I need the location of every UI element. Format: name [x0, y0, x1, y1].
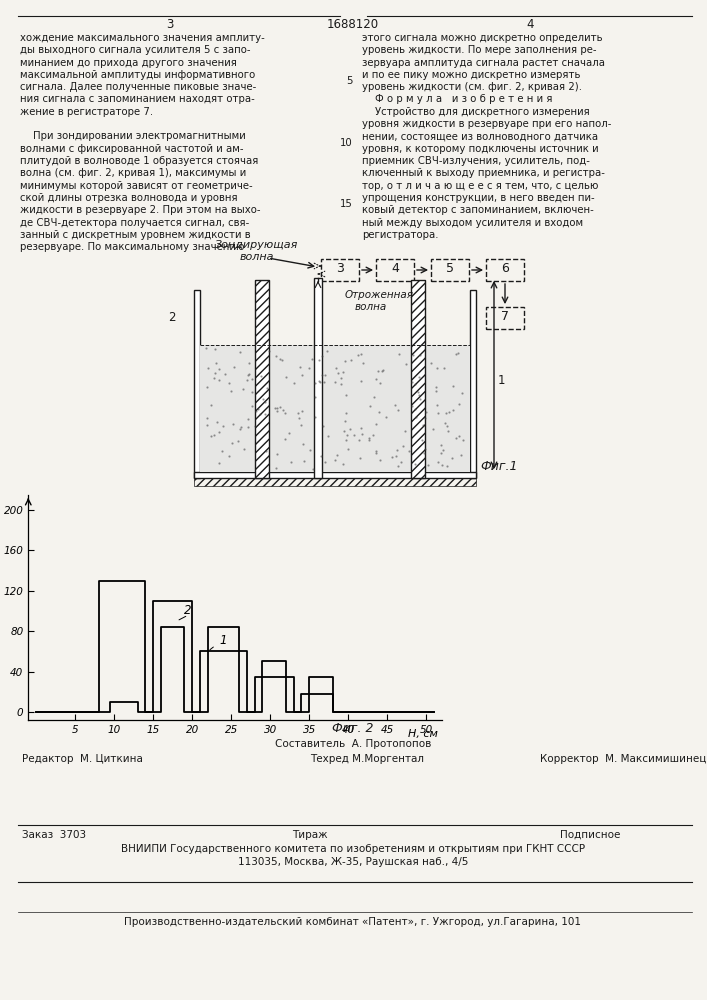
- Text: 1688120: 1688120: [327, 18, 379, 31]
- Bar: [376, 259, 414, 281]
- Text: ковый детектор с запоминанием, включен-: ковый детектор с запоминанием, включен-: [362, 205, 594, 215]
- Text: тор, о т л и ч а ю щ е е с я тем, что, с целью: тор, о т л и ч а ю щ е е с я тем, что, с…: [362, 181, 598, 191]
- Bar: [411, 280, 425, 478]
- Text: волна: волна: [240, 252, 274, 262]
- Text: зервуара амплитуда сигнала растет сначала: зервуара амплитуда сигнала растет сначал…: [362, 58, 605, 68]
- Bar: [200, 345, 470, 472]
- Text: минанием до прихода другого значения: минанием до прихода другого значения: [20, 58, 237, 68]
- Text: жение в регистраторе 7.: жение в регистраторе 7.: [20, 107, 153, 117]
- Text: H, см: H, см: [408, 729, 438, 739]
- Text: волна (см. фиг. 2, кривая 1), максимумы и: волна (см. фиг. 2, кривая 1), максимумы …: [20, 168, 246, 178]
- Text: регистратора.: регистратора.: [362, 230, 438, 240]
- Text: 10: 10: [340, 138, 353, 148]
- Text: При зондировании электромагнитными: При зондировании электромагнитными: [20, 131, 246, 141]
- Text: Корректор  М. Максимишинец: Корректор М. Максимишинец: [540, 754, 706, 764]
- Text: Тираж: Тираж: [292, 830, 328, 840]
- Text: жидкости в резервуаре 2. При этом на выхо-: жидкости в резервуаре 2. При этом на вых…: [20, 205, 260, 215]
- Bar: [255, 280, 269, 478]
- Text: 4: 4: [526, 18, 534, 31]
- Bar: [194, 472, 476, 478]
- Bar: [194, 290, 200, 478]
- Text: 15: 15: [340, 199, 353, 209]
- Text: 5: 5: [346, 76, 353, 86]
- Text: ключенный к выходу приемника, и регистра-: ключенный к выходу приемника, и регистра…: [362, 168, 605, 178]
- Text: нении, состоящее из волноводного датчика: нении, состоящее из волноводного датчика: [362, 131, 598, 141]
- Text: 113035, Москва, Ж-35, Раушская наб., 4/5: 113035, Москва, Ж-35, Раушская наб., 4/5: [238, 857, 468, 867]
- Text: 3: 3: [166, 18, 174, 31]
- Text: Устройство для дискретного измерения: Устройство для дискретного измерения: [362, 107, 590, 117]
- Text: 7: 7: [501, 310, 509, 324]
- Text: Редактор  М. Циткина: Редактор М. Циткина: [22, 754, 143, 764]
- Text: ния сигнала с запоминанием находят отра-: ния сигнала с запоминанием находят отра-: [20, 95, 255, 104]
- Text: Производственно-издательский комбинат «Патент», г. Ужгород, ул.Гагарина, 101: Производственно-издательский комбинат «П…: [124, 917, 581, 927]
- Text: ской длины отрезка волновода и уровня: ской длины отрезка волновода и уровня: [20, 193, 238, 203]
- Bar: [314, 278, 322, 478]
- Text: волна: волна: [355, 302, 387, 312]
- Bar: [255, 280, 269, 478]
- Text: 1: 1: [219, 634, 227, 647]
- Text: уровень жидкости (см. фиг. 2, кривая 2).: уровень жидкости (см. фиг. 2, кривая 2).: [362, 82, 582, 92]
- Bar: [431, 259, 469, 281]
- Text: максимальной амплитуды информативного: максимальной амплитуды информативного: [20, 70, 255, 80]
- Bar: [486, 259, 524, 281]
- Text: Отроженная: Отроженная: [345, 290, 414, 300]
- Y-axis label: ΔU, мВ: ΔU, мВ: [0, 588, 2, 627]
- Text: ный между выходом усилителя и входом: ный между выходом усилителя и входом: [362, 218, 583, 228]
- Text: уровня, к которому подключены источник и: уровня, к которому подключены источник и: [362, 144, 599, 154]
- Text: 6: 6: [501, 262, 509, 275]
- Text: плитудой в волноводе 1 образуется стоячая: плитудой в волноводе 1 образуется стояча…: [20, 156, 258, 166]
- Text: 2: 2: [168, 311, 176, 324]
- Text: занный с дискретным уровнем жидкости в: занный с дискретным уровнем жидкости в: [20, 230, 250, 240]
- Text: сигнала. Далее полученные пиковые значе-: сигнала. Далее полученные пиковые значе-: [20, 82, 256, 92]
- Text: упрощения конструкции, в него введен пи-: упрощения конструкции, в него введен пи-: [362, 193, 595, 203]
- Bar: [194, 478, 476, 486]
- Text: 3: 3: [336, 262, 344, 275]
- Text: Составитель  А. Протопопов: Составитель А. Протопопов: [275, 739, 431, 749]
- Text: Подписное: Подписное: [560, 830, 620, 840]
- Text: 5: 5: [446, 262, 454, 275]
- Bar: [411, 280, 425, 478]
- Text: минимумы которой зависят от геометриче-: минимумы которой зависят от геометриче-: [20, 181, 252, 191]
- Text: 2: 2: [185, 604, 192, 617]
- Text: приемник СВЧ-излучения, усилитель, под-: приемник СВЧ-излучения, усилитель, под-: [362, 156, 590, 166]
- Text: 1: 1: [498, 374, 506, 387]
- Bar: [321, 259, 359, 281]
- Bar: [470, 290, 476, 478]
- Text: Зондирующая: Зондирующая: [215, 240, 298, 250]
- Text: уровня жидкости в резервуаре при его напол-: уровня жидкости в резервуаре при его нап…: [362, 119, 612, 129]
- Text: хождение максимального значения амплиту-: хождение максимального значения амплиту-: [20, 33, 264, 43]
- Text: 4: 4: [391, 262, 399, 275]
- Text: Ф о р м у л а   и з о б р е т е н и я: Ф о р м у л а и з о б р е т е н и я: [362, 95, 552, 104]
- Text: ды выходного сигнала усилителя 5 с запо-: ды выходного сигнала усилителя 5 с запо-: [20, 45, 250, 55]
- Text: ВНИИПИ Государственного комитета по изобретениям и открытиям при ГКНТ СССР: ВНИИПИ Государственного комитета по изоб…: [121, 844, 585, 854]
- Text: волнами с фиксированной частотой и ам-: волнами с фиксированной частотой и ам-: [20, 144, 243, 154]
- Text: Техред М.Моргентал: Техред М.Моргентал: [310, 754, 424, 764]
- Text: и по ее пику можно дискретно измерять: и по ее пику можно дискретно измерять: [362, 70, 580, 80]
- Text: Фиг.1: Фиг.1: [480, 460, 518, 473]
- Text: Фиг. 2: Фиг. 2: [332, 722, 374, 735]
- Text: де СВЧ-детектора получается сигнал, свя-: де СВЧ-детектора получается сигнал, свя-: [20, 218, 250, 228]
- Bar: [486, 307, 524, 329]
- Text: этого сигнала можно дискретно определить: этого сигнала можно дискретно определить: [362, 33, 602, 43]
- Text: резервуаре. По максимальному значению: резервуаре. По максимальному значению: [20, 242, 245, 252]
- Text: уровень жидкости. По мере заполнения ре-: уровень жидкости. По мере заполнения ре-: [362, 45, 597, 55]
- Text: Заказ  3703: Заказ 3703: [22, 830, 86, 840]
